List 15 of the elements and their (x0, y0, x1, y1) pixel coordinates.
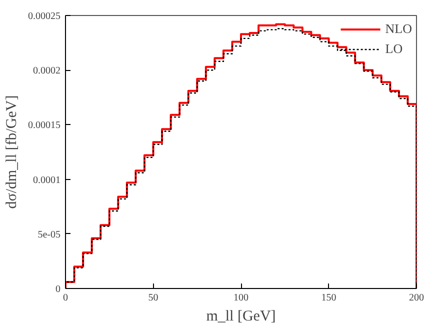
y-tick-label: 0.00025 (28, 11, 60, 22)
x-tick-label: 50 (148, 292, 158, 304)
y-tick-label: 0.0002 (33, 66, 60, 77)
legend-label: LO (385, 41, 404, 57)
y-tick-label: 5e-05 (38, 229, 61, 240)
y-tick-label: 0.0001 (33, 174, 60, 186)
y-tick-label: 0 (56, 284, 60, 295)
x-tick-label: 200 (409, 292, 424, 304)
x-axis-title: m_ll [GeV] (206, 308, 276, 324)
y-tick-label: 0.00015 (28, 120, 60, 132)
x-tick-label: 100 (234, 292, 248, 304)
x-tick-label: 150 (321, 292, 336, 304)
x-tick-label: 0 (63, 292, 68, 304)
legend-label: NLO (385, 21, 412, 37)
y-axis-title: dσ/dm_ll [fb/GeV] (4, 95, 20, 209)
